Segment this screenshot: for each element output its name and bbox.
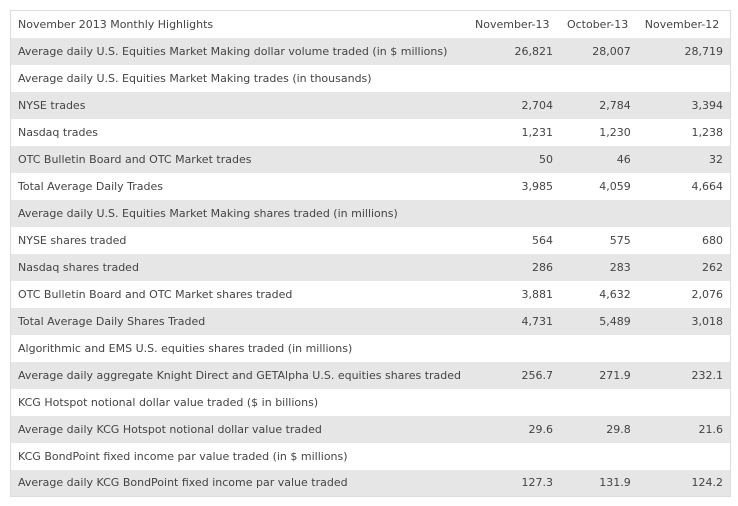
data-row: Average daily KCG BondPoint fixed income… (10, 469, 731, 497)
data-row: Nasdaq trades 1,231 1,230 1,238 (11, 119, 731, 146)
value-cell (468, 65, 560, 92)
value-cell (560, 443, 638, 470)
value-cell: 4,059 (599, 179, 631, 193)
value-cell: 1,238 (691, 125, 724, 139)
value-cell (637, 199, 731, 227)
value-cell: 127.3 (468, 469, 560, 497)
value-cell: 286 (468, 253, 560, 281)
value-cell (638, 65, 731, 92)
value-cell: 29.6 (468, 415, 560, 443)
value-cell (638, 443, 731, 470)
value-cell: 32 (637, 145, 731, 173)
value-cell: 262 (637, 253, 731, 281)
row-label: Average daily U.S. Equities Market Makin… (10, 199, 468, 227)
value-cell: 271.9 (559, 361, 638, 389)
value-cell: 232.1 (637, 361, 731, 389)
row-label: NYSE shares traded (18, 233, 127, 247)
row-label: Nasdaq shares traded (10, 253, 468, 281)
data-row: Total Average Daily Shares Traded 4,731 5,… (10, 307, 731, 335)
section-row: KCG BondPoint fixed income par value tra… (11, 443, 731, 470)
value-cell: 26,821 (468, 37, 560, 65)
data-row: NYSE shares traded 564 575 680 (11, 227, 731, 254)
section-row: Average daily U.S. Equities Market Makin… (11, 65, 731, 92)
value-cell: 3,985 (521, 179, 553, 193)
value-cell (638, 335, 731, 362)
row-label: Average daily KCG BondPoint fixed income… (10, 469, 468, 497)
row-label: Average daily aggregate Knight Direct an… (10, 361, 468, 389)
value-cell: 564 (531, 233, 553, 247)
value-cell: 1,230 (599, 125, 631, 139)
value-cell: 2,704 (468, 91, 560, 119)
section-row: Algorithmic and EMS U.S. equities shares… (11, 335, 731, 362)
table-body: Average daily U.S. Equities Market Makin… (10, 37, 731, 497)
header-column: November-12 (644, 17, 720, 31)
row-label: OTC Bulletin Board and OTC Market shares… (18, 287, 293, 301)
data-row: Average daily KCG Hotspot notional dolla… (10, 415, 731, 443)
value-cell: 575 (609, 233, 631, 247)
value-cell: 46 (559, 145, 638, 173)
row-label: OTC Bulletin Board and OTC Market trades (10, 145, 468, 173)
value-cell: 131.9 (559, 469, 638, 497)
value-cell: 124.2 (637, 469, 731, 497)
data-row: Average daily U.S. Equities Market Makin… (10, 37, 731, 65)
row-label: Average daily U.S. Equities Market Makin… (10, 37, 468, 65)
value-cell: 2,076 (691, 287, 724, 301)
value-cell (560, 335, 638, 362)
highlights-table: November 2013 Monthly Highlights Novembe… (10, 10, 731, 497)
header-column: November-13 (475, 17, 550, 31)
section-row: KCG Hotspot notional dollar value traded… (11, 389, 731, 416)
data-row: NYSE trades 2,704 2,784 3,394 (10, 91, 731, 119)
value-cell (560, 65, 638, 92)
value-cell: 4,632 (599, 287, 631, 301)
row-label: KCG BondPoint fixed income par value tra… (18, 449, 348, 463)
value-cell: 28,719 (637, 37, 731, 65)
data-row: Total Average Daily Trades 3,985 4,059 4,66… (11, 173, 731, 200)
row-label: NYSE trades (10, 91, 468, 119)
value-cell: 3,881 (521, 287, 553, 301)
value-cell: 2,784 (559, 91, 638, 119)
header-title: November 2013 Monthly Highlights (18, 17, 214, 31)
value-cell: 50 (468, 145, 560, 173)
value-cell (559, 199, 638, 227)
header-row: November 2013 Monthly Highlights Novembe… (11, 11, 731, 38)
value-cell: 1,231 (521, 125, 553, 139)
row-label: Total Average Daily Shares Traded (10, 307, 468, 335)
row-label: Nasdaq trades (18, 125, 98, 139)
row-label: Average daily KCG Hotspot notional dolla… (10, 415, 468, 443)
value-cell: 29.8 (559, 415, 638, 443)
data-row: OTC Bulletin Board and OTC Market shares… (11, 281, 731, 308)
row-label: KCG Hotspot notional dollar value traded… (18, 395, 319, 409)
value-cell (468, 443, 560, 470)
value-cell: 4,664 (691, 179, 724, 193)
table-header: November 2013 Monthly Highlights Novembe… (11, 11, 731, 38)
row-label: Total Average Daily Trades (18, 179, 164, 193)
value-cell (638, 389, 731, 416)
row-label: Average daily U.S. Equities Market Makin… (18, 71, 372, 85)
header-column: October-13 (566, 17, 629, 31)
data-row: Nasdaq shares traded 286 283 262 (10, 253, 731, 281)
value-cell (468, 335, 560, 362)
data-row: OTC Bulletin Board and OTC Market trades… (10, 145, 731, 173)
value-cell: 4,731 (468, 307, 560, 335)
value-cell: 680 (702, 233, 723, 247)
section-row: Average daily U.S. Equities Market Makin… (10, 199, 731, 227)
value-cell (560, 389, 638, 416)
value-cell: 3,018 (637, 307, 731, 335)
value-cell: 3,394 (637, 91, 731, 119)
value-cell: 28,007 (559, 37, 638, 65)
value-cell (468, 389, 560, 416)
value-cell (468, 199, 560, 227)
value-cell: 256.7 (468, 361, 560, 389)
row-label: Algorithmic and EMS U.S. equities shares… (18, 341, 353, 355)
value-cell: 21.6 (637, 415, 731, 443)
value-cell: 5,489 (559, 307, 638, 335)
data-row: Average daily aggregate Knight Direct an… (10, 361, 731, 389)
value-cell: 283 (559, 253, 638, 281)
